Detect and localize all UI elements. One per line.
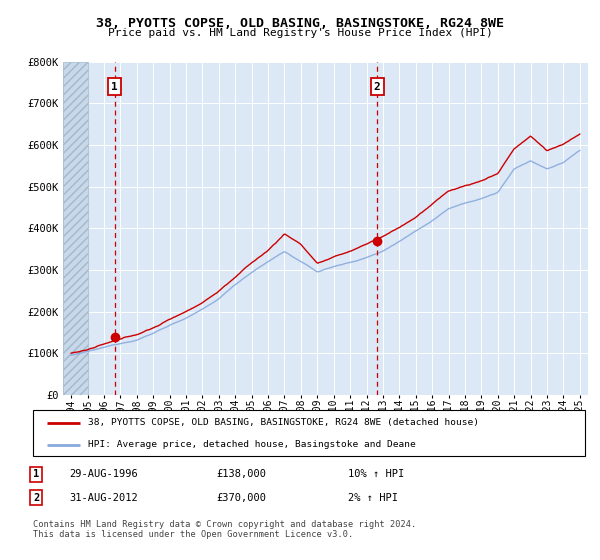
Text: £138,000: £138,000 xyxy=(216,469,266,479)
Text: £370,000: £370,000 xyxy=(216,493,266,503)
Text: 2: 2 xyxy=(374,82,380,92)
Text: 38, PYOTTS COPSE, OLD BASING, BASINGSTOKE, RG24 8WE: 38, PYOTTS COPSE, OLD BASING, BASINGSTOK… xyxy=(96,17,504,30)
Text: Contains HM Land Registry data © Crown copyright and database right 2024.
This d: Contains HM Land Registry data © Crown c… xyxy=(33,520,416,539)
Text: HPI: Average price, detached house, Basingstoke and Deane: HPI: Average price, detached house, Basi… xyxy=(88,440,416,450)
Bar xyxy=(63,62,88,395)
Text: 1: 1 xyxy=(112,82,118,92)
Text: 2: 2 xyxy=(33,493,39,503)
FancyBboxPatch shape xyxy=(33,410,585,456)
Text: 2% ↑ HPI: 2% ↑ HPI xyxy=(348,493,398,503)
Text: 10% ↑ HPI: 10% ↑ HPI xyxy=(348,469,404,479)
Text: 29-AUG-1996: 29-AUG-1996 xyxy=(69,469,138,479)
Text: Price paid vs. HM Land Registry's House Price Index (HPI): Price paid vs. HM Land Registry's House … xyxy=(107,28,493,38)
Text: 31-AUG-2012: 31-AUG-2012 xyxy=(69,493,138,503)
Text: 1: 1 xyxy=(33,469,39,479)
Text: 38, PYOTTS COPSE, OLD BASING, BASINGSTOKE, RG24 8WE (detached house): 38, PYOTTS COPSE, OLD BASING, BASINGSTOK… xyxy=(88,418,479,427)
